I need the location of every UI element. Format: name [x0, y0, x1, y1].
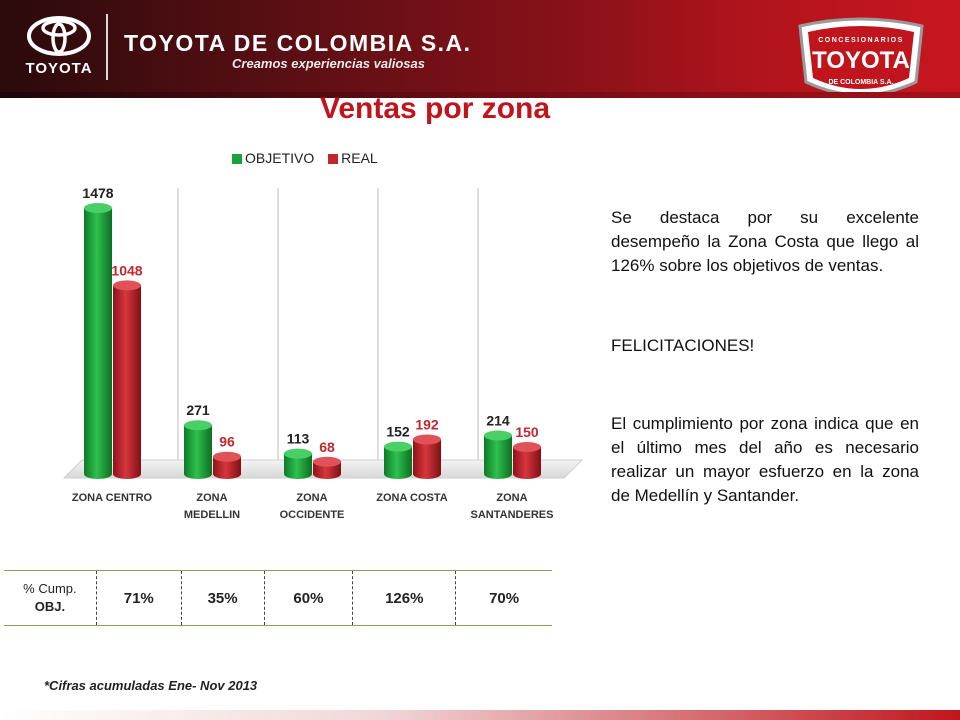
bar-objetivo-2 — [284, 448, 312, 479]
table-header-cell: % Cump. OBJ. — [4, 571, 96, 625]
bar-top — [213, 451, 241, 462]
bar-objetivo-4 — [484, 430, 512, 479]
compliance-table: % Cump. OBJ. 71% 35% 60% 126% 70% — [4, 570, 552, 626]
data-label-real-2: 68 — [319, 439, 335, 455]
table-value-occidente: 60% — [263, 571, 353, 625]
badge-top-text: CONCESIONARIOS — [818, 37, 904, 44]
chart-labels: 1478 1048 ZONA CENTRO 271 96 ZONA MEDELLIN 113 6… — [72, 185, 554, 521]
bottom-strip — [0, 710, 960, 720]
category-label-2-0: ZONA — [296, 492, 327, 504]
table-value-santanderes: 70% — [455, 571, 552, 625]
bar-real-1 — [213, 451, 241, 479]
bar-top — [484, 430, 512, 441]
bar-body — [84, 208, 112, 479]
bar-real-4 — [513, 442, 541, 479]
note-congrats: FELICITACIONES! — [611, 336, 755, 355]
table-value-medellin: 35% — [180, 571, 264, 625]
bar-real-0 — [113, 280, 141, 479]
data-label-real-4: 150 — [515, 424, 539, 440]
bar-objetivo-1 — [184, 420, 212, 479]
bar-top — [284, 448, 312, 459]
category-label-4-0: ZONA — [496, 492, 527, 504]
sales-by-zone-chart: 1478 1048 ZONA CENTRO 271 96 ZONA MEDELLIN 113 6… — [62, 185, 584, 521]
data-label-objetivo-2: 113 — [287, 431, 310, 447]
table-header-line2: OBJ. — [34, 599, 66, 614]
toyota-logo: TOYOTA — [14, 14, 104, 84]
data-label-objetivo-3: 152 — [386, 424, 410, 440]
legend-label-objetivo: OBJETIVO — [245, 150, 315, 166]
bar-objetivo-0 — [84, 203, 112, 479]
bar-body — [484, 435, 512, 479]
category-label-2-1: OCCIDENTE — [280, 509, 345, 521]
bar-body — [413, 439, 441, 479]
bar-body — [113, 285, 141, 479]
legend-swatch-real — [328, 154, 339, 165]
bar-top — [184, 420, 212, 431]
company-name: TOYOTA DE COLOMBIA S.A. — [124, 30, 472, 56]
data-label-objetivo-0: 1478 — [82, 185, 113, 201]
table-header-line1: % Cump. — [23, 581, 77, 596]
logo-word: TOYOTA — [25, 60, 93, 77]
badge-main-text: TOYOTA — [812, 47, 910, 74]
concesionarios-badge: CONCESIONARIOS TOYOTA DE COLOMBIA S.A. — [798, 17, 924, 97]
bar-body — [513, 447, 541, 479]
badge-bottom-text: DE COLOMBIA S.A. — [828, 79, 893, 86]
data-label-real-3: 192 — [415, 416, 439, 432]
data-label-objetivo-1: 271 — [186, 402, 210, 418]
data-label-real-0: 1048 — [111, 262, 142, 278]
category-label-4-1: SANTANDERES — [471, 509, 554, 521]
note-highlight: Se destaca por su excelente desempeño la… — [611, 208, 919, 275]
bar-objetivo-3 — [384, 441, 412, 479]
bar-top — [84, 203, 112, 213]
legend-item-real: REAL — [328, 150, 378, 166]
bar-top — [113, 280, 141, 291]
legend-item-objetivo: OBJETIVO — [232, 150, 314, 166]
table-value-centro: 71% — [95, 571, 181, 625]
bar-body — [284, 453, 312, 479]
data-label-real-1: 96 — [219, 434, 235, 450]
bar-top — [413, 434, 441, 445]
category-label-1-0: ZONA — [196, 492, 227, 504]
bar-real-3 — [413, 434, 441, 479]
bar-top — [384, 441, 412, 452]
header-divider — [106, 14, 108, 80]
bar-body — [213, 456, 241, 479]
legend-label-real: REAL — [341, 150, 378, 166]
bar-top — [313, 456, 341, 467]
chart-bars — [84, 203, 541, 479]
table-value-costa: 126% — [352, 571, 455, 625]
bar-top — [513, 442, 541, 453]
page-title: Ventas por zona — [320, 92, 551, 125]
note-recommendation: El cumplimiento por zona indica que en e… — [611, 414, 919, 505]
legend-swatch-objetivo — [232, 154, 242, 165]
category-label-3-0: ZONA COSTA — [376, 492, 448, 504]
category-label-0-0: ZONA CENTRO — [72, 492, 153, 504]
header-banner: TOYOTA TOYOTA DE COLOMBIA S.A. Creamos e… — [0, 0, 960, 98]
footnote: *Cifras acumuladas Ene- Nov 2013 — [44, 678, 258, 693]
chart-legend: OBJETIVO REAL — [232, 150, 388, 166]
company-slogan: Creamos experiencias valiosas — [232, 56, 425, 71]
bar-body — [384, 446, 412, 479]
toyota-emblem-icon — [27, 16, 91, 56]
category-label-1-1: MEDELLIN — [184, 509, 240, 521]
data-label-objetivo-4: 214 — [486, 412, 510, 428]
bar-body — [184, 425, 212, 479]
bar-real-2 — [313, 456, 341, 479]
